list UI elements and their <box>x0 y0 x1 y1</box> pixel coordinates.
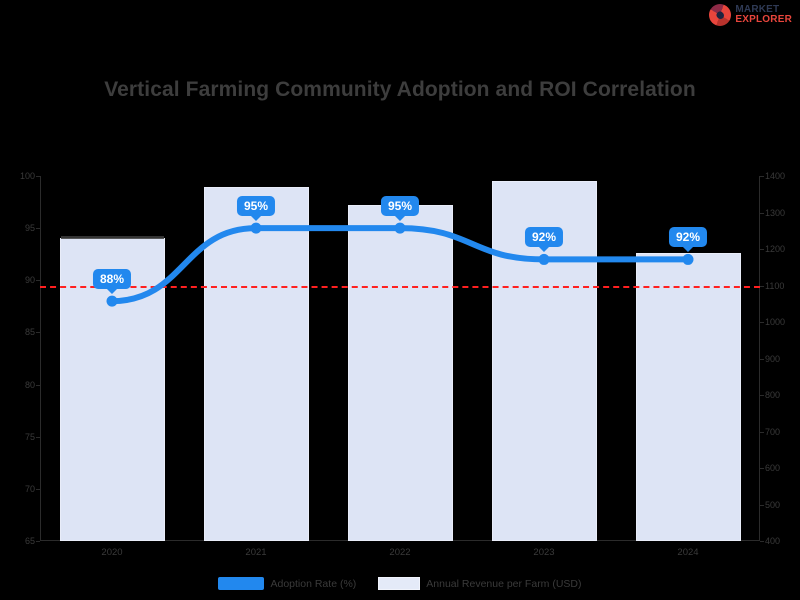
x-axis-label-2024: 2024 <box>677 547 699 558</box>
adoption-rate-line <box>109 225 691 305</box>
chart-legend: Adoption Rate (%) Annual Revenue per Far… <box>0 577 800 590</box>
y-axis-right-line <box>759 176 760 541</box>
y-axis-left-tickmark <box>36 280 40 282</box>
y-axis-left-tick-label: 85 <box>24 327 35 338</box>
y-axis-right-tickmark <box>760 395 764 396</box>
legend-swatch-bar-icon <box>378 577 421 590</box>
legend-swatch-line-icon <box>218 577 265 590</box>
y-axis-right-tickmark <box>760 468 764 469</box>
spiral-logo-icon <box>709 4 732 26</box>
page-title: Vertical Farming Community Adoption and … <box>104 78 696 101</box>
y-axis-right-tickmark <box>760 249 764 250</box>
y-axis-right-tick-label: 1300 <box>765 207 786 218</box>
brand-logo: MARKET EXPLORER <box>709 4 792 26</box>
y-axis-left-tick-label: 95 <box>24 223 35 234</box>
y-axis-left-tickmark <box>36 384 40 386</box>
bar-2024[interactable] <box>635 252 741 541</box>
y-axis-right-tickmark <box>760 431 764 433</box>
data-label-2022: 95% <box>380 196 420 222</box>
y-axis-right-tickmark <box>760 322 764 323</box>
y-axis-left-line <box>40 176 41 541</box>
y-axis-right-tickmark <box>760 176 764 177</box>
legend-item-adoption-rate[interactable]: Adoption Rate (%) <box>218 577 356 590</box>
legend-label-adoption-rate: Adoption Rate (%) <box>270 577 357 590</box>
y-axis-right-tickmark <box>760 358 764 360</box>
y-axis-right-tick-label: 1100 <box>765 280 785 291</box>
y-axis-right-tick-label: 500 <box>765 499 781 510</box>
y-axis-left-tick-label: 65 <box>24 536 35 546</box>
x-axis-label-2020: 2020 <box>101 547 123 558</box>
y-axis-right-tick-label: 400 <box>765 536 781 546</box>
y-axis-left-tick-label: 75 <box>24 431 35 442</box>
legend-item-revenue[interactable]: Annual Revenue per Farm (USD) <box>378 577 582 590</box>
brand-logo-text: MARKET EXPLORER <box>735 3 792 25</box>
y-axis-left-tickmark <box>36 176 40 177</box>
y-axis-right-tickmark <box>760 541 764 542</box>
line-marker-2020[interactable] <box>106 295 118 307</box>
data-label-2023: 92% <box>524 227 564 253</box>
y-axis-left-tick-label: 70 <box>24 483 35 494</box>
bar-2021[interactable] <box>203 186 309 541</box>
y-axis-right-tick-label: 700 <box>765 426 781 437</box>
y-axis-left-tickmark <box>36 541 40 542</box>
y-axis-left-tick-label: 90 <box>24 275 35 286</box>
y-axis-right-tick-label: 1000 <box>765 317 786 327</box>
x-axis-label-2023: 2023 <box>533 547 555 558</box>
y-axis-right-tickmark <box>760 285 764 287</box>
y-axis-left-tickmark <box>36 488 40 490</box>
data-label-2020: 88% <box>92 269 132 295</box>
y-axis-right-tick-label: 1200 <box>765 244 786 254</box>
bar-cap <box>60 236 164 240</box>
brand-name-line1: MARKET <box>735 3 780 15</box>
line-marker-2024[interactable] <box>682 253 694 265</box>
y-axis-left-tick-label: 100 <box>19 171 35 181</box>
data-label-2021: 95% <box>236 196 276 222</box>
y-axis-right-tick-label: 1400 <box>765 171 786 181</box>
y-axis-right-tickmark <box>760 504 764 506</box>
adoption-rate-line-layer <box>106 222 694 307</box>
y-axis-right-tick-label: 600 <box>765 463 781 473</box>
y-axis-left-tickmark <box>36 436 40 438</box>
y-axis-left-tickmark <box>36 332 40 334</box>
y-axis-right-tickmark <box>760 212 764 214</box>
line-marker-2021[interactable] <box>250 222 262 234</box>
line-marker-2022[interactable] <box>394 222 406 234</box>
brand-name-line2: EXPLORER <box>735 14 792 25</box>
bar-2022[interactable] <box>347 205 453 541</box>
x-axis-label-2021: 2021 <box>245 547 267 558</box>
y-axis-right-tick-label: 900 <box>765 353 781 364</box>
x-axis-label-2022: 2022 <box>389 547 411 558</box>
plot-area: 100 95 90 85 80 75 70 65 1400 1300 1200 1100 1000 900… <box>20 171 785 558</box>
y-axis-right-tick-label: 800 <box>765 390 781 400</box>
line-marker-2023[interactable] <box>538 253 550 265</box>
legend-label-revenue: Annual Revenue per Farm (USD) <box>426 577 582 590</box>
reference-threshold-line <box>40 285 760 288</box>
data-label-2024: 92% <box>668 227 708 253</box>
y-axis-left-tick-label: 80 <box>24 379 35 390</box>
y-axis-left-tickmark <box>36 228 40 230</box>
